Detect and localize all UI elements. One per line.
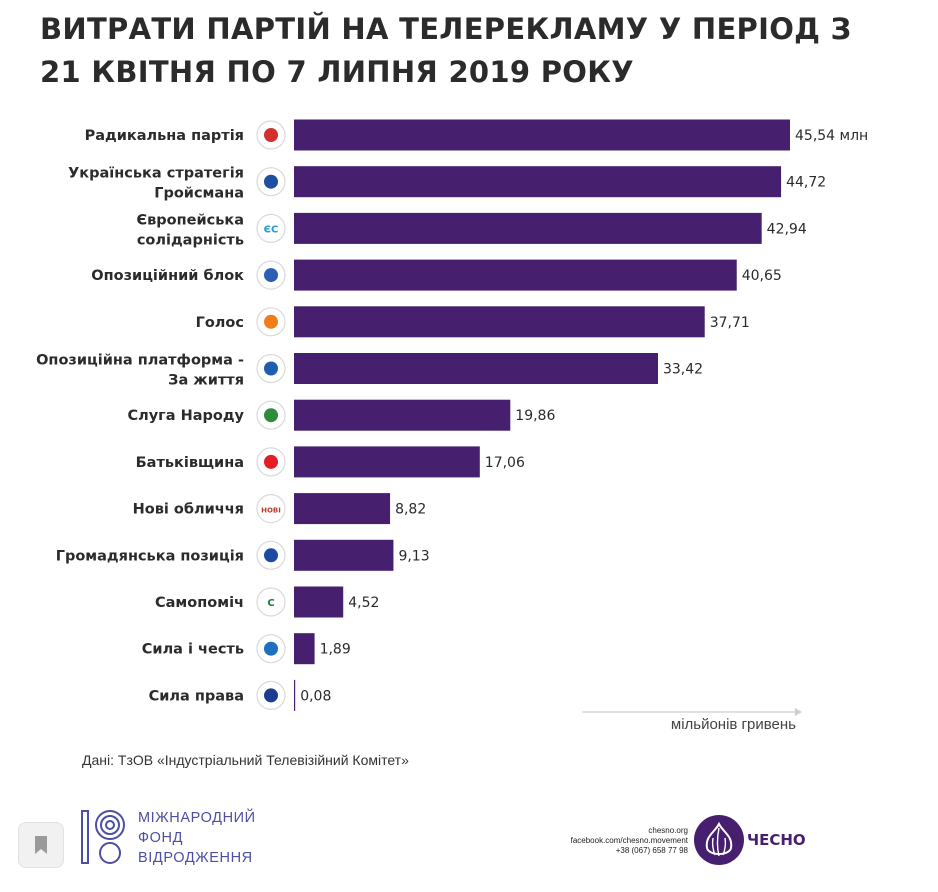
category-label: Сила і честь xyxy=(142,642,244,658)
new-faces-icon: НОВІ xyxy=(261,507,281,515)
category-label: Громадянська позиція xyxy=(56,548,244,564)
axis-arrow-head xyxy=(795,708,802,716)
bar xyxy=(294,119,790,151)
civic-position-hand-icon xyxy=(264,548,278,563)
chesno-site: chesno.org xyxy=(648,826,688,835)
value-label: 17,06 xyxy=(485,455,525,471)
value-label: 44,72 xyxy=(786,175,826,191)
european-solidarity-icon: ЄС xyxy=(264,224,279,235)
x-axis-label: мільйонів гривень xyxy=(671,716,796,733)
irf-line-1: МІЖНАРОДНИЙ xyxy=(138,810,256,826)
chesno-phone: +38 (067) 658 77 98 xyxy=(615,846,688,855)
power-of-law-icon xyxy=(264,688,278,703)
irf-line-2: ФОНД xyxy=(138,830,183,846)
source-note: Дані: ТзОВ «Індустріальний Телевізійний … xyxy=(82,752,409,768)
bar xyxy=(294,493,391,525)
party-logo-badge xyxy=(256,587,286,617)
value-label: 40,65 xyxy=(742,268,782,284)
value-label: 4,52 xyxy=(348,595,379,611)
category-label: солідарність xyxy=(137,232,244,248)
chart-title-line-2: 21 КВІТНЯ ПО 7 ЛИПНЯ 2019 РОКУ xyxy=(40,55,634,89)
ukrainian-strategy-icon xyxy=(264,174,278,189)
samopomich-icon: С xyxy=(267,598,274,609)
value-label: 37,71 xyxy=(710,315,750,331)
radical-party-pitchfork-icon xyxy=(264,128,278,142)
category-label: Нові обличчя xyxy=(133,502,244,518)
bar xyxy=(294,166,782,198)
party-logo-badge xyxy=(256,213,286,243)
bar xyxy=(294,399,511,431)
bar xyxy=(294,633,315,665)
irf-logo-icon xyxy=(81,810,125,864)
bar xyxy=(294,586,344,618)
category-label: Голос xyxy=(196,315,244,331)
chesno-wordmark: ЧЕСНО xyxy=(747,831,806,849)
value-label: 8,82 xyxy=(395,502,426,518)
bar xyxy=(294,446,480,478)
bar xyxy=(294,679,296,711)
category-label: Сила права xyxy=(149,688,244,704)
value-label: 33,42 xyxy=(663,362,703,378)
category-label: За життя xyxy=(168,373,244,389)
chart-title-line-1: ВИТРАТИ ПАРТІЙ НА ТЕЛЕРЕКЛАМУ У ПЕРІОД З xyxy=(40,12,852,46)
opposition-bloc-icon xyxy=(264,268,278,283)
batkivshchyna-heart-icon xyxy=(264,454,278,469)
chart-title: ВИТРАТИ ПАРТІЙ НА ТЕЛЕРЕКЛАМУ У ПЕРІОД З… xyxy=(40,8,920,94)
category-label: Слуга Народу xyxy=(127,408,244,424)
category-label: Українська стратегія xyxy=(68,166,244,182)
bar xyxy=(294,259,737,291)
category-label: Батьківщина xyxy=(136,455,244,471)
bar xyxy=(294,539,394,571)
irf-logo-text: МІЖНАРОДНИЙ ФОНД ВІДРОДЖЕННЯ xyxy=(138,808,256,868)
category-label: Самопоміч xyxy=(155,595,244,611)
value-label: 9,13 xyxy=(398,548,429,564)
category-label: Гройсмана xyxy=(154,186,244,202)
bar-chart: Радикальна партія 45,54 млн Українська стр… xyxy=(36,119,868,733)
servant-of-people-icon xyxy=(264,408,278,423)
value-label: 19,86 xyxy=(515,408,555,424)
bar xyxy=(294,353,658,384)
value-label: 1,89 xyxy=(320,642,351,658)
strength-and-honor-icon xyxy=(264,641,278,656)
category-label: Опозиційна платформа - xyxy=(36,353,244,369)
category-label: Опозиційний блок xyxy=(91,268,244,284)
value-label: 0,08 xyxy=(300,688,331,704)
holos-icon xyxy=(264,314,278,329)
value-label: 45,54 млн xyxy=(795,128,868,144)
bookmark-button[interactable] xyxy=(18,822,64,868)
chesno-garlic-logo-icon xyxy=(694,815,744,865)
chesno-facebook: facebook.com/chesno.movement xyxy=(570,836,688,845)
value-label: 42,94 xyxy=(767,221,807,237)
bar xyxy=(294,212,762,244)
chesno-contacts: chesno.org facebook.com/chesno.movement … xyxy=(540,826,688,856)
irf-line-3: ВІДРОДЖЕННЯ xyxy=(138,850,253,866)
category-label: Європейська xyxy=(136,212,244,228)
bar xyxy=(294,306,705,338)
party-logo-badge xyxy=(256,494,286,524)
opposition-platform-icon xyxy=(264,361,278,376)
bookmark-icon xyxy=(35,836,47,854)
category-label: Радикальна партія xyxy=(85,128,244,144)
